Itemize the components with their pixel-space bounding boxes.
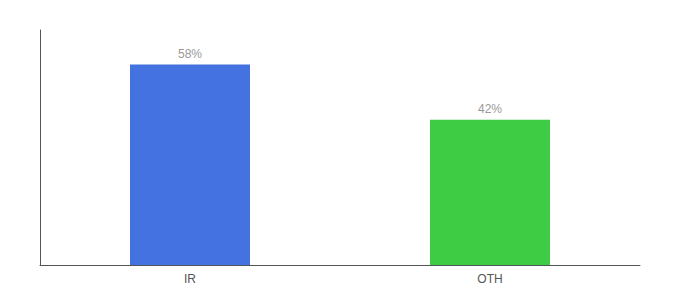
svg-text:OTH: OTH [477, 272, 502, 286]
svg-text:42%: 42% [478, 102, 502, 116]
svg-text:IR: IR [184, 272, 196, 286]
svg-text:58%: 58% [178, 47, 202, 61]
